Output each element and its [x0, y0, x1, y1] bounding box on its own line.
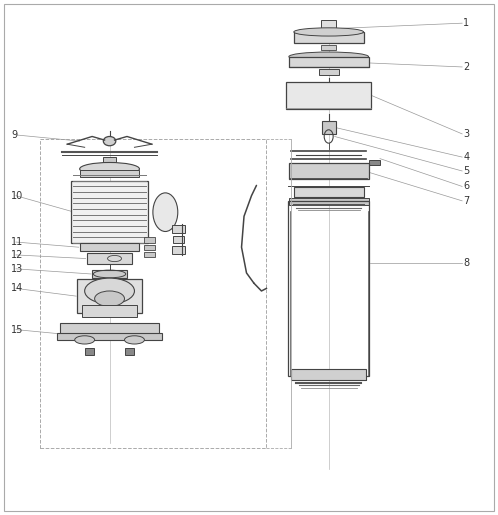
Bar — [291, 369, 366, 380]
Ellipse shape — [104, 136, 116, 146]
Ellipse shape — [95, 291, 124, 306]
Text: 11: 11 — [11, 237, 23, 247]
Ellipse shape — [85, 278, 134, 304]
Bar — [294, 32, 364, 43]
Bar — [172, 225, 184, 233]
Bar — [144, 245, 155, 250]
Bar — [77, 279, 142, 313]
Text: 12: 12 — [11, 250, 23, 260]
Bar — [57, 333, 162, 340]
Text: 3: 3 — [463, 129, 469, 139]
Bar — [125, 348, 134, 355]
Text: 7: 7 — [463, 196, 470, 206]
Bar — [294, 187, 364, 197]
Text: 8: 8 — [463, 258, 469, 268]
Text: 1: 1 — [463, 18, 469, 28]
Bar — [80, 170, 139, 177]
Text: 13: 13 — [11, 264, 23, 274]
Bar — [322, 121, 336, 134]
Text: 2: 2 — [463, 62, 470, 72]
Ellipse shape — [80, 163, 139, 175]
Text: 10: 10 — [11, 191, 23, 201]
Bar — [40, 139, 266, 448]
Text: 5: 5 — [463, 166, 470, 176]
Text: 9: 9 — [11, 130, 17, 140]
Bar — [92, 270, 127, 278]
Text: 4: 4 — [463, 152, 469, 162]
Bar — [319, 69, 339, 75]
Ellipse shape — [289, 52, 369, 61]
Bar — [173, 236, 184, 243]
Ellipse shape — [294, 28, 364, 36]
Bar — [80, 243, 139, 251]
Bar — [82, 305, 137, 317]
Ellipse shape — [153, 193, 178, 232]
Bar — [144, 252, 155, 257]
Bar — [321, 45, 336, 50]
Bar — [71, 181, 148, 243]
Text: 15: 15 — [11, 324, 23, 335]
Bar — [286, 82, 371, 109]
Bar — [289, 57, 369, 67]
Bar — [369, 160, 380, 165]
Bar — [321, 20, 336, 28]
Bar — [289, 198, 369, 205]
Ellipse shape — [75, 336, 95, 344]
Ellipse shape — [124, 336, 144, 344]
Bar — [60, 323, 159, 336]
Bar — [104, 157, 116, 163]
Bar — [289, 163, 369, 179]
Bar — [85, 348, 94, 355]
Bar — [144, 237, 155, 243]
Text: 6: 6 — [463, 181, 469, 192]
Bar — [87, 253, 132, 264]
Bar — [172, 246, 184, 254]
Text: 14: 14 — [11, 283, 23, 294]
Bar — [288, 201, 369, 376]
